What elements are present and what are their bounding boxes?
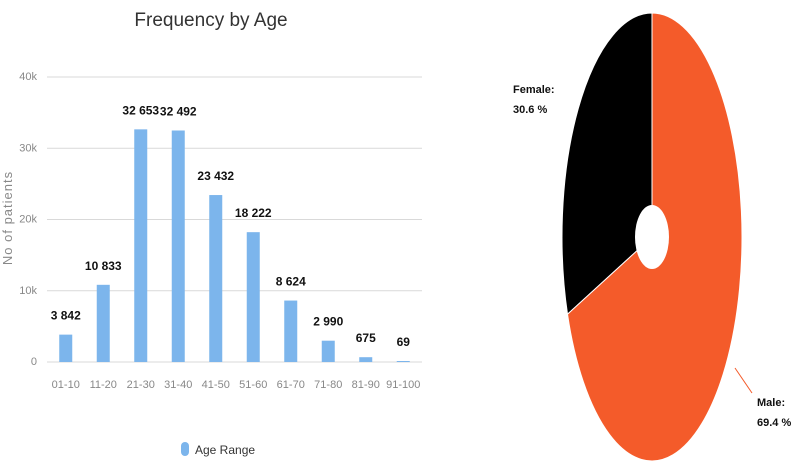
bar [396,361,410,362]
bar [171,130,185,362]
legend-marker [181,442,189,456]
y-tick-label: 40k [19,71,37,83]
y-tick-label: 30k [19,142,37,154]
data-label: 675 [356,331,376,345]
bar-chart-title: Frequency by Age [134,10,287,31]
female-value: 30.6 % [513,104,547,116]
bar [359,357,373,362]
bar [96,284,110,362]
x-tick-label: 01-10 [52,379,80,391]
male-leader-line [734,367,753,394]
bar [209,195,223,362]
bar [134,129,148,362]
y-tick-label: 0 [31,356,37,368]
female-slice [561,12,653,316]
y-axis-ticks: 0 10k 20k 30k 40k [19,71,37,368]
male-label: Male: [757,397,785,409]
data-label: 32 653 [122,103,159,117]
bars [59,129,410,362]
x-tick-label: 81-90 [352,379,380,391]
x-tick-label: 11-20 [90,379,117,391]
x-tick-label: 61-70 [277,379,305,391]
data-label: 69 [397,335,411,349]
legend: Age Range [181,442,255,457]
x-tick-label: 31-40 [164,379,192,391]
data-labels: 3 842 10 833 32 653 32 492 23 432 18 222 8 624… [51,103,411,349]
y-tick-label: 10k [19,285,37,297]
bar [59,334,73,362]
bar [284,300,298,362]
y-axis-title: No of patients [0,171,15,265]
bar [321,340,335,362]
male-value: 69.4 % [757,417,791,429]
x-tick-label: 21-30 [127,379,155,391]
donut-hole [635,205,669,269]
x-tick-label: 71-80 [314,379,342,391]
data-label: 23 432 [197,169,234,183]
female-label: Female: [513,84,555,96]
y-tick-label: 20k [19,214,37,226]
data-label: 32 492 [160,104,197,118]
x-tick-label: 51-60 [239,379,267,391]
pie-labels: Female: 30.6 % Male: 69.4 % [513,84,791,429]
donut-chart: Female: 30.6 % Male: 69.4 % [513,12,791,462]
legend-label: Age Range [195,443,255,457]
x-tick-label: 91-100 [386,379,420,391]
data-label: 10 833 [85,259,122,273]
data-label: 18 222 [235,206,272,220]
bar [246,232,260,362]
data-label: 2 990 [313,315,343,329]
data-label: 3 842 [51,309,81,323]
x-axis-ticks: 01-10 11-20 21-30 31-40 41-50 51-60 61-70 71-80… [52,379,421,391]
bar-chart: Frequency by Age 0 10k 20k 30k 40k No of pat… [0,10,422,457]
x-tick-label: 41-50 [202,379,230,391]
data-label: 8 624 [276,275,306,289]
